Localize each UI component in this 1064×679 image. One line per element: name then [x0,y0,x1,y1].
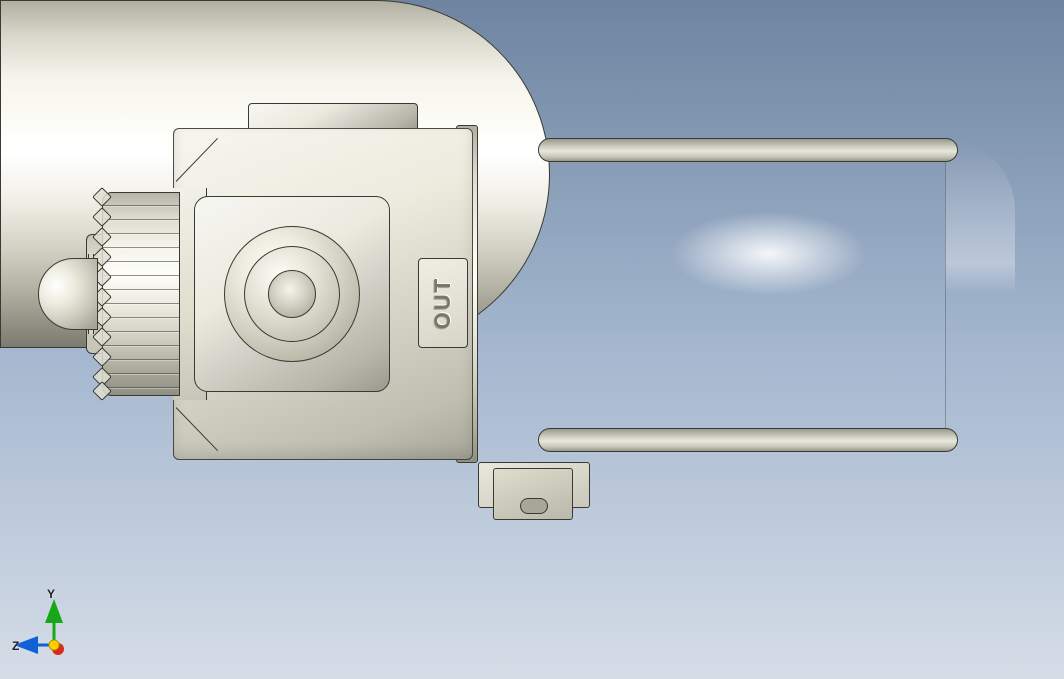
knob-knurl-pattern [103,193,179,395]
port-thread-hole [268,270,316,318]
sight-slot-bottom [538,428,958,452]
sight-slot-top [538,138,958,162]
drain-bracket-slot [520,498,548,514]
axis-y-label: Y [47,587,55,601]
axis-z-label: Z [12,639,19,653]
triad-origin-icon [49,640,59,650]
orientation-triad[interactable]: Y Z [18,593,90,665]
bowl-end-cap-seam [945,140,1015,448]
triad-svg [18,593,90,665]
adjustment-knob [102,192,180,396]
bowl-spec-highlight [472,126,1002,462]
cad-viewport[interactable]: OUT Y Z [0,0,1064,679]
out-embossed-text: OUT [398,278,488,328]
